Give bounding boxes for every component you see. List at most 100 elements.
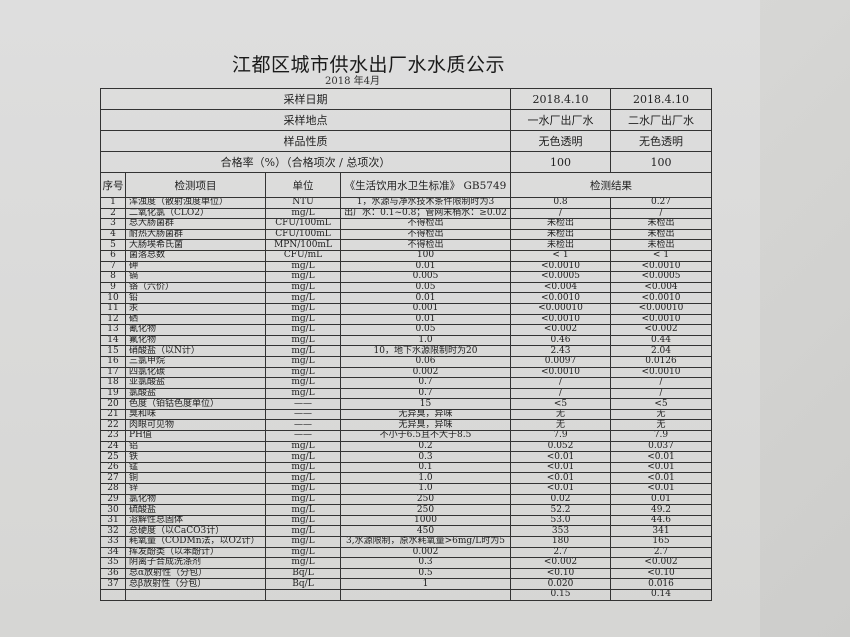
cell-standard: 0.3 [340, 557, 511, 569]
cell-standard: 450 [340, 525, 511, 537]
cell-result-plant1: 0.052 [510, 440, 611, 453]
cell-result-plant2: < 1 [610, 249, 712, 262]
table-row: 5 大肠埃希氏菌 MPN/100mL 不得检出 未检出 未检出 [100, 239, 712, 251]
cell-standard: 1.0 [340, 483, 511, 495]
cell-no: 37 [100, 578, 126, 590]
cell-unit: mg/L [265, 260, 341, 273]
cell-item: 锰 [125, 461, 266, 474]
cell-item: 二氧化氯（CLO2） [125, 207, 266, 220]
cell-result-plant2: <0.0010 [610, 260, 712, 273]
cell-result-plant1: <0.00010 [510, 302, 611, 315]
table-row: 37 总β放射性（分包） Bq/L 1 0.020 0.016 [100, 578, 712, 590]
cell-unit: mg/L [265, 387, 341, 400]
cell-result-plant1: <0.002 [510, 324, 611, 336]
table-row: 36 总α放射性（分包） Bq/L 0.5 <0.10 <0.10 [100, 567, 712, 580]
cell-no: 30 [100, 504, 126, 516]
table-row: 4 耐热大肠菌群 CFU/100mL 不得检出 未检出 未检出 [100, 228, 712, 241]
table-row: 12 硒 mg/L 0.01 <0.0010 <0.0010 [100, 313, 712, 326]
cell-unit: mg/L [265, 536, 341, 548]
cell-result-plant1: <0.0010 [510, 313, 611, 326]
cell-item: 总β放射性（分包） [125, 578, 266, 590]
header-row-pass-rate: 合格率（%）（合格项次 / 总项次） 100 100 [100, 151, 712, 173]
cell-result-plant2: <0.01 [610, 483, 712, 495]
cell-unit: mg/L [265, 271, 341, 283]
cell-no: 34 [100, 546, 126, 559]
cell-unit: Bq/L [265, 567, 341, 580]
table-row: 2 二氧化氯（CLO2） mg/L 出厂水：0.1~0.8；管网末梢水：≥0.02// [100, 207, 712, 220]
table-row: 29 氯化物 mg/L 250 0.02 0.01 [100, 493, 712, 506]
header-value-plant2: 二水厂出厂水 [610, 109, 712, 131]
cell-result-plant2: <0.0010 [610, 292, 712, 304]
cell-standard: 0.1 [340, 461, 511, 474]
cell-item: 锌 [125, 483, 266, 495]
cell-no: 12 [100, 313, 126, 326]
table-row: 24 铝 mg/L 0.2 0.052 0.037 [100, 440, 712, 453]
col-no: 序号 [100, 172, 126, 198]
cell-result-plant1: / [510, 377, 611, 389]
cell-item: 硫酸盐 [125, 504, 266, 516]
cell-item: 挥发酚类（以苯酚计） [125, 546, 266, 559]
cell-no: 19 [100, 387, 126, 400]
cell-standard: 0.002 [340, 546, 511, 559]
cell-result-plant2: 0.14 [610, 588, 712, 601]
cell-result-plant2: 2.7 [610, 546, 712, 559]
cell-result-plant2: 44.6 [610, 514, 712, 527]
cell-unit: mg/L [265, 483, 341, 495]
table-row: 21 臭和味 —— 无异臭，异味无无 [100, 408, 712, 421]
cell-no: 2 [100, 207, 126, 220]
cell-standard: 不得检出 [340, 239, 511, 251]
cell-result-plant2: <0.004 [610, 281, 712, 294]
table-row: 19 氯酸盐 mg/L 0.7// [100, 387, 712, 400]
cell-no: 5 [100, 239, 126, 251]
cell-standard: 出厂水：0.1~0.8；管网末梢水：≥0.02 [340, 207, 511, 220]
table-row: 30 硫酸盐 mg/L 250 52.2 49.2 [100, 504, 712, 516]
cell-result-plant2: / [610, 207, 712, 220]
cell-standard: 0.01 [340, 292, 511, 304]
cell-result-plant2: 0.037 [610, 440, 712, 453]
water-quality-table: 采样日期 2018.4.10 2018.4.10 采样地点 一水厂出厂水 二水厂出厂水 … [100, 88, 712, 601]
cell-result-plant2: 0.27 [610, 197, 712, 209]
cell-standard: 0.2 [340, 440, 511, 453]
cell-result-plant2: <0.10 [610, 567, 712, 580]
table-row: 23 PH值 —— 不小于6.5且不大于8.5 7.9 7.9 [100, 430, 712, 442]
document-title: 江都区城市供水出厂水水质公示 [232, 54, 506, 76]
cell-standard: 0.06 [340, 355, 511, 368]
cell-no: 32 [100, 525, 126, 537]
cell-result-plant2: <0.0010 [610, 313, 712, 326]
table-row: 8 镉 mg/L 0.005 <0.0005 <0.0005 [100, 271, 712, 283]
cell-result-plant2: 未检出 [610, 239, 712, 251]
table-row: 16 三氯甲烷 mg/L 0.06 0.0097 0.0126 [100, 355, 712, 368]
cell-item: 菌落总数 [125, 249, 266, 262]
col-result: 检测结果 [510, 172, 712, 198]
cell-result-plant1: <0.01 [510, 451, 611, 463]
cell-no: 18 [100, 377, 126, 389]
cell-standard: 不小于6.5且不大于8.5 [340, 430, 511, 442]
cell-item: 阴离子合成洗涤剂 [125, 557, 266, 569]
cell-unit: MPN/100mL [265, 239, 341, 251]
cell-result-plant2: <0.0010 [610, 366, 712, 379]
cell-result-plant1: 53.0 [510, 514, 611, 527]
header-row-location: 采样地点 一水厂出厂水 二水厂出厂水 [100, 109, 712, 131]
cell-result-plant2: 0.44 [610, 334, 712, 347]
cell-no: 14 [100, 334, 126, 347]
cell-unit: —— [265, 398, 341, 410]
cell-no: 33 [100, 536, 126, 548]
cell-unit: mg/L [265, 525, 341, 537]
cell-unit: CFU/100mL [265, 218, 341, 230]
cell-item: 氰化物 [125, 324, 266, 336]
cell-result-plant1: 52.2 [510, 504, 611, 516]
cell-result-plant2: / [610, 387, 712, 400]
cell-no: 31 [100, 514, 126, 527]
cell-no: 9 [100, 281, 126, 294]
table-row: 6 菌落总数 CFU/mL 100 < 1 < 1 [100, 249, 712, 262]
cell-result-plant1: 0.020 [510, 578, 611, 590]
cell-unit: mg/L [265, 557, 341, 569]
table-row: 15 硝酸盐（以N计） mg/L 10，地下水源限制时为20 2.43 2.04 [100, 345, 712, 357]
cell-result-plant1: <0.0005 [510, 271, 611, 283]
cell-item: 氯化物 [125, 493, 266, 506]
cell-unit: mg/L [265, 345, 341, 357]
cell-standard: 15 [340, 398, 511, 410]
cell-result-plant1: 0.46 [510, 334, 611, 347]
cell-unit: mg/L [265, 313, 341, 326]
table-row: 0.15 0.14 [100, 588, 712, 601]
